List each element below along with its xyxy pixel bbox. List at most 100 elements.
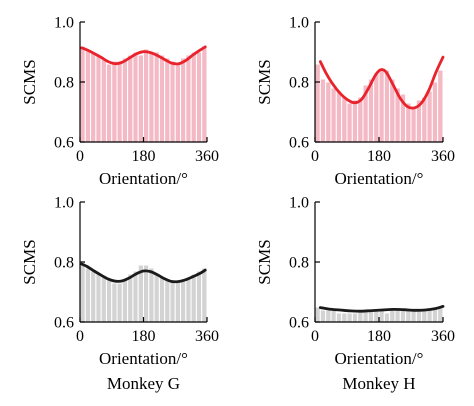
bar — [437, 69, 444, 143]
bar — [201, 267, 208, 323]
bar — [314, 306, 321, 323]
x-tick-label: 180 — [367, 148, 391, 165]
bar — [105, 63, 113, 143]
bar — [195, 51, 203, 143]
bar — [100, 57, 107, 143]
bar — [185, 54, 192, 143]
bar — [346, 102, 353, 143]
y-tick-label: 0.6 — [289, 315, 309, 332]
y-tick-label: 0.8 — [54, 75, 74, 92]
bar — [180, 279, 187, 323]
bar — [357, 96, 364, 143]
bar — [79, 261, 86, 323]
panel-top-right: 0.6 0.8 1.0 0 180 360 SCMS Orientation/° — [255, 15, 455, 189]
x-axis-title: Orientation/° — [335, 349, 424, 368]
bar — [351, 99, 359, 143]
y-tick-label: 0.6 — [289, 135, 309, 152]
y-tick-label: 1.0 — [54, 195, 74, 212]
bar — [105, 279, 113, 323]
monkey-label: Monkey G — [107, 374, 180, 393]
bar — [121, 279, 129, 323]
bar — [399, 309, 407, 323]
y-axis-title: SCMS — [20, 59, 39, 104]
bar — [378, 309, 385, 323]
x-tick-label: 360 — [431, 148, 455, 165]
x-tick-label: 0 — [76, 148, 84, 165]
bar — [143, 48, 150, 143]
bar — [325, 309, 332, 323]
bar — [351, 312, 359, 323]
bar — [378, 69, 385, 143]
x-axis-title: Orientation/° — [99, 349, 188, 368]
panel-bottom-left-monkey-g: 0.6 0.8 1.0 0 180 360 SCMS Orientation/° Monkey … — [20, 195, 219, 394]
bar — [143, 264, 150, 323]
bars — [314, 63, 444, 143]
bar — [79, 45, 86, 143]
bar — [121, 57, 129, 143]
bar — [383, 312, 391, 323]
bar — [341, 312, 348, 323]
y-tick-label: 1.0 — [54, 15, 74, 32]
bar — [330, 87, 337, 143]
y-tick-label: 0.8 — [289, 75, 309, 92]
bar — [111, 60, 118, 143]
bar — [116, 60, 123, 143]
bar — [158, 54, 166, 143]
x-tick-label: 0 — [311, 328, 319, 345]
y-tick-label: 0.8 — [54, 255, 74, 272]
monkey-label: Monkey H — [342, 374, 415, 393]
bar — [415, 309, 423, 323]
bar — [90, 51, 97, 143]
bar — [410, 309, 417, 323]
fit-curve — [318, 55, 445, 110]
bar — [95, 273, 102, 323]
bar — [169, 60, 176, 143]
panel-top-left: 0.6 0.8 1.0 0 180 360 SCMS Orientation/° — [20, 15, 219, 189]
fit-curve — [318, 305, 445, 313]
bar — [335, 90, 343, 143]
x-tick-label: 0 — [311, 148, 319, 165]
x-tick-label: 360 — [195, 148, 219, 165]
bar — [137, 54, 145, 143]
y-axis-title: SCMS — [255, 239, 274, 284]
bar — [373, 72, 380, 143]
x-tick-label: 360 — [195, 328, 219, 345]
bar — [394, 309, 401, 323]
bar — [314, 63, 321, 143]
bar — [426, 90, 433, 143]
x-axis-title: Orientation/° — [99, 169, 188, 188]
bar — [153, 273, 160, 323]
bar — [95, 54, 102, 143]
bar — [389, 309, 396, 323]
y-tick-label: 0.6 — [54, 135, 74, 152]
x-tick-label: 180 — [132, 328, 156, 345]
bar — [100, 276, 107, 323]
bar — [148, 51, 155, 143]
bar — [116, 282, 123, 323]
y-axis-title: SCMS — [20, 239, 39, 284]
bar — [185, 276, 192, 323]
bar — [405, 309, 412, 323]
x-tick-label: 0 — [76, 328, 84, 345]
y-tick-label: 0.8 — [289, 255, 309, 272]
fit-curve — [80, 262, 207, 284]
bar — [431, 81, 439, 143]
bar — [330, 309, 337, 323]
panel-bottom-right-monkey-h: 0.6 0.8 1.0 0 180 360 SCMS Orientation/° Monkey … — [255, 195, 455, 394]
bar — [335, 312, 343, 323]
bar — [169, 279, 176, 323]
bar — [421, 309, 428, 323]
bar — [410, 105, 417, 143]
bar — [84, 267, 92, 323]
bar — [174, 63, 182, 143]
y-tick-label: 1.0 — [289, 195, 309, 212]
bar — [164, 57, 171, 143]
y-tick-label: 0.6 — [54, 315, 74, 332]
bar — [319, 309, 327, 323]
bar — [127, 54, 134, 143]
bar — [201, 45, 208, 143]
x-tick-label: 180 — [132, 148, 156, 165]
bar — [158, 276, 166, 323]
